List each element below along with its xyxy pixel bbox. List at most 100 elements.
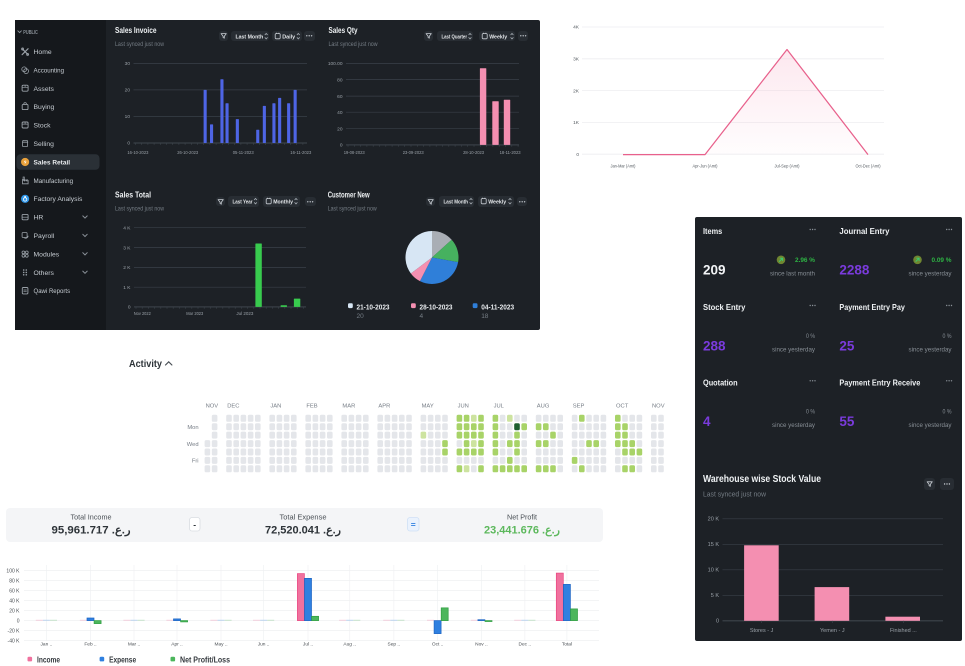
svg-text:NOV: NOV	[652, 404, 665, 410]
svg-text:OCT: OCT	[616, 404, 629, 410]
svg-text:Home: Home	[34, 49, 52, 56]
svg-text:Manufacturing: Manufacturing	[34, 178, 74, 185]
svg-text:SEP: SEP	[573, 404, 585, 410]
svg-text:Last Month: Last Month	[443, 200, 468, 206]
svg-text:20: 20	[357, 313, 365, 320]
svg-text:15 K: 15 K	[708, 542, 720, 548]
svg-text:Others: Others	[34, 270, 55, 277]
svg-text:20 K: 20 K	[9, 608, 20, 614]
svg-text:4 K: 4 K	[123, 225, 131, 231]
svg-text:Nov 2022: Nov 2022	[134, 311, 151, 316]
svg-text:30: 30	[125, 61, 131, 67]
svg-text:20: 20	[125, 88, 131, 94]
svg-text:Income: Income	[37, 656, 60, 665]
svg-text:Modules: Modules	[34, 251, 60, 258]
svg-text:Apr ..: Apr ..	[171, 642, 182, 648]
svg-text:Jul ..: Jul ..	[303, 642, 313, 648]
svg-text:Last synced just now: Last synced just now	[328, 206, 377, 213]
svg-text:60: 60	[337, 94, 343, 100]
svg-text:Jun ..: Jun ..	[258, 642, 270, 648]
svg-text:Total Expense: Total Expense	[280, 513, 327, 522]
svg-text:Last synced just now: Last synced just now	[329, 41, 378, 48]
svg-text:28-10-2023: 28-10-2023	[463, 150, 484, 155]
svg-text:Buying: Buying	[34, 104, 55, 111]
svg-text:0: 0	[17, 618, 20, 624]
svg-text:18: 18	[481, 313, 489, 320]
svg-text:Apr-Jun (Amt): Apr-Jun (Amt)	[693, 164, 718, 169]
svg-text:80: 80	[337, 77, 343, 83]
svg-text:0: 0	[128, 305, 131, 311]
svg-text:Net Profit: Net Profit	[507, 513, 537, 522]
svg-text:Yemen - J: Yemen - J	[820, 628, 845, 634]
svg-text:Oct-Dec (Amt): Oct-Dec (Amt)	[856, 164, 881, 169]
svg-text:55: 55	[839, 414, 855, 429]
svg-text:Selling: Selling	[34, 141, 55, 148]
svg-text:Wed: Wed	[187, 442, 199, 448]
svg-text:since last month: since last month	[770, 271, 815, 278]
svg-text:Net Profit/Loss: Net Profit/Loss	[180, 656, 230, 665]
svg-text:0 %: 0 %	[806, 408, 815, 415]
svg-text:209: 209	[703, 263, 726, 278]
svg-text:Payment Entry Pay: Payment Entry Pay	[839, 303, 905, 312]
svg-text:4: 4	[703, 414, 711, 429]
svg-text:10: 10	[125, 114, 131, 120]
svg-text:PUBLIC: PUBLIC	[23, 30, 38, 36]
svg-text:2.96 %: 2.96 %	[795, 257, 815, 264]
svg-text:Mar 2023: Mar 2023	[186, 311, 203, 316]
svg-text:MAR: MAR	[342, 404, 355, 410]
svg-text:Weekly: Weekly	[488, 200, 507, 206]
svg-text:Aug ..: Aug ..	[343, 642, 356, 648]
svg-text:Finished ...: Finished ...	[890, 628, 917, 634]
svg-text:JUN: JUN	[458, 404, 469, 410]
svg-text:-40 K: -40 K	[8, 638, 21, 644]
svg-text:40 K: 40 K	[9, 598, 20, 604]
svg-text:-: -	[193, 520, 196, 530]
svg-text:Qawi Reports: Qawi Reports	[34, 288, 71, 295]
svg-text:Last Quarter: Last Quarter	[441, 34, 467, 40]
svg-text:0 %: 0 %	[943, 333, 952, 340]
svg-text:25: 25	[839, 339, 855, 354]
svg-text:Mar ..: Mar ..	[128, 642, 140, 648]
svg-text:Accounting: Accounting	[34, 67, 65, 74]
svg-text:May ..: May ..	[214, 642, 227, 648]
svg-text:2 K: 2 K	[123, 265, 131, 271]
svg-text:FEB: FEB	[306, 404, 317, 410]
svg-text:Last synced just now: Last synced just now	[115, 206, 164, 213]
svg-text:23-09-2023: 23-09-2023	[403, 150, 424, 155]
svg-text:Jul-Sep (Amt): Jul-Sep (Amt)	[775, 164, 800, 169]
svg-text:18-11-2023: 18-11-2023	[500, 150, 521, 155]
svg-text:Last Month: Last Month	[235, 34, 263, 40]
svg-text:0.09 %: 0.09 %	[932, 257, 952, 264]
svg-text:21-10-2023: 21-10-2023	[357, 304, 390, 311]
svg-text:=: =	[411, 520, 416, 530]
svg-text:Daily: Daily	[282, 34, 296, 40]
svg-text:Customer New: Customer New	[328, 190, 370, 200]
svg-text:Payroll: Payroll	[34, 233, 55, 240]
svg-text:0: 0	[716, 619, 719, 625]
svg-text:MAY: MAY	[422, 404, 434, 410]
svg-text:since yesterday: since yesterday	[909, 347, 953, 354]
svg-text:80 K: 80 K	[9, 578, 20, 584]
svg-text:3 K: 3 K	[123, 245, 131, 251]
svg-text:100 K: 100 K	[6, 568, 20, 574]
svg-text:APR: APR	[378, 404, 390, 410]
svg-text:Stores - J: Stores - J	[750, 628, 774, 634]
svg-text:Jul 2023: Jul 2023	[236, 311, 253, 316]
svg-text:0: 0	[340, 143, 343, 149]
svg-text:0: 0	[576, 152, 579, 158]
svg-text:DEC: DEC	[227, 404, 239, 410]
svg-text:28-10-2023: 28-10-2023	[420, 304, 453, 311]
svg-text:HR: HR	[34, 215, 44, 222]
svg-text:72,520.041 ر.ع.‏: 72,520.041 ر.ع.‏	[265, 525, 341, 537]
svg-text:AUG: AUG	[537, 404, 550, 410]
svg-text:since yesterday: since yesterday	[772, 347, 816, 354]
svg-text:-20 K: -20 K	[8, 628, 21, 634]
svg-text:Jan ..: Jan ..	[41, 642, 53, 648]
svg-text:10 K: 10 K	[708, 568, 720, 574]
svg-text:1K: 1K	[573, 120, 580, 126]
svg-text:Last synced just now: Last synced just now	[115, 41, 164, 48]
svg-text:Payment Entry Receive: Payment Entry Receive	[839, 379, 920, 388]
svg-text:JUL: JUL	[494, 404, 505, 410]
svg-text:Total: Total	[562, 642, 572, 648]
svg-text:since yesterday: since yesterday	[772, 422, 816, 429]
